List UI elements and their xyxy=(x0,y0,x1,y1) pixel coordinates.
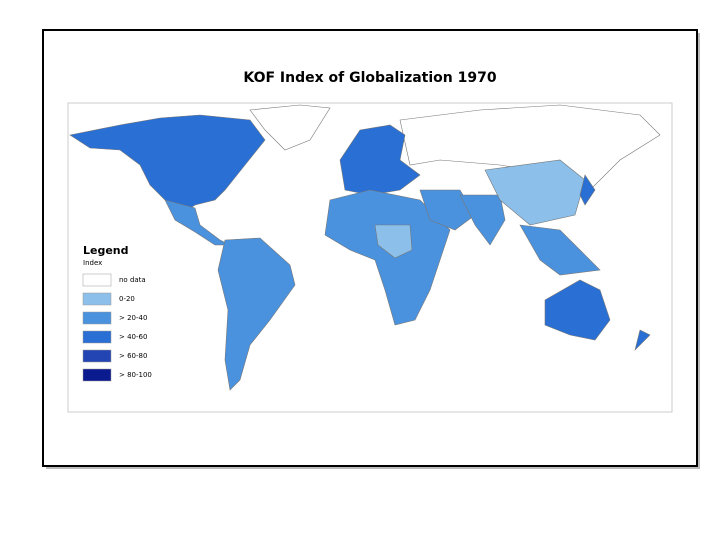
greenland xyxy=(249,104,331,151)
legend-swatch xyxy=(82,311,112,325)
africa xyxy=(324,189,451,326)
north-america xyxy=(69,114,266,216)
middle-east xyxy=(419,189,476,231)
legend-swatch xyxy=(82,273,112,287)
legend-label: > 80-100 xyxy=(119,371,152,379)
legend-label: > 60-80 xyxy=(119,352,147,360)
legend-label: > 40-60 xyxy=(119,333,147,341)
legend-title: Legend xyxy=(83,244,129,257)
central-africa xyxy=(374,224,413,259)
china xyxy=(484,159,586,226)
legend-swatch xyxy=(82,292,112,306)
southeast-asia xyxy=(519,224,601,276)
legend-swatch xyxy=(82,349,112,363)
legend-label: no data xyxy=(119,276,146,284)
new-zealand xyxy=(634,329,651,351)
legend-label: 0-20 xyxy=(119,295,135,303)
south-america xyxy=(217,237,296,391)
legend: no data 0-20 > 20-40 > 40-60 > 60-80 > 80-100 xyxy=(82,273,152,382)
europe xyxy=(339,124,421,196)
south-asia xyxy=(459,194,506,246)
legend-swatch xyxy=(82,330,112,344)
world-map xyxy=(69,104,661,391)
legend-swatch xyxy=(82,368,112,382)
legend-label: > 20-40 xyxy=(119,314,147,322)
legend-subtitle: Index xyxy=(83,259,102,267)
map-title: KOF Index of Globalization 1970 xyxy=(243,70,496,86)
australia xyxy=(544,279,611,341)
japan xyxy=(579,174,596,206)
russia xyxy=(399,104,661,191)
